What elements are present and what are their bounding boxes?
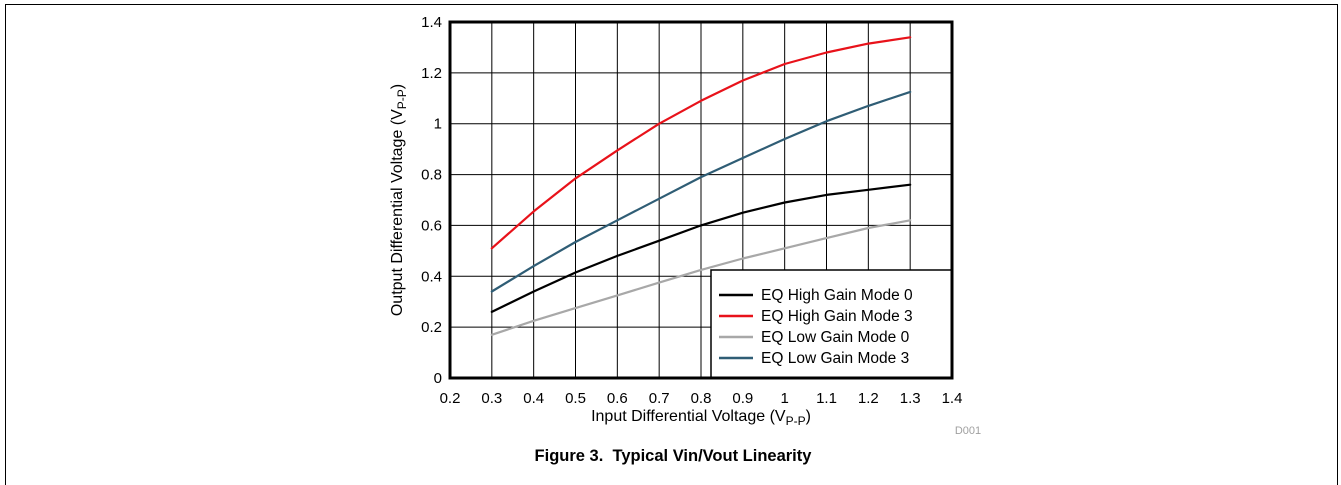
y-tick-label: 0.6 (421, 217, 442, 234)
legend-box (710, 269, 953, 379)
series-line-3 (490, 90, 912, 293)
y-tick-label: 0 (434, 370, 442, 387)
line-chart: 0.2 0.3 0.4 0.5 0.6 0.7 0.8 0.9 1 1.1 1.2 1.3 1.4 0 0.… (389, 14, 981, 465)
x-tick-label: 0.3 (481, 390, 502, 407)
figure-frame (5, 4, 1338, 485)
legend-label: EQ Low Gain Mode 3 (761, 350, 909, 367)
x-axis-label: Input Differential Voltage (VP-P) (591, 408, 811, 428)
x-tick-label: 0.5 (565, 390, 586, 407)
plot-area-border (448, 20, 954, 380)
x-tick-label: 0.8 (691, 390, 712, 407)
series-line-0 (490, 183, 912, 313)
x-tick-label: 0.6 (607, 390, 628, 407)
x-tick-label: 1.1 (816, 390, 837, 407)
y-axis-label-text: Output Differential Voltage (V (389, 109, 406, 316)
legend-label: EQ High Gain Mode 0 (761, 287, 913, 304)
legend-label: EQ High Gain Mode 3 (761, 308, 913, 325)
series-line-2 (490, 219, 912, 336)
x-tick-label: 1.2 (858, 390, 879, 407)
y-tick-label: 0.8 (421, 167, 442, 184)
x-tick-label: 1.3 (900, 390, 921, 407)
y-tick-label: 0.2 (421, 319, 442, 336)
legend: EQ High Gain Mode 0 EQ High Gain Mode 3 EQ… (710, 269, 953, 379)
x-axis-label-close: ) (806, 408, 811, 425)
x-tick-label: 1 (780, 390, 788, 407)
x-axis-label-text: Input Differential Voltage (V (591, 408, 786, 425)
y-tick-label: 1 (434, 116, 442, 133)
y-tick-label: 1.2 (421, 65, 442, 82)
y-axis-label-subscript: P-P (395, 89, 409, 109)
legend-label: EQ Low Gain Mode 0 (761, 329, 910, 346)
figure-code: D001 (955, 425, 981, 437)
x-axis-label-subscript: P-P (786, 414, 806, 428)
x-tick-label: 0.7 (649, 390, 670, 407)
y-axis-label-close: ) (389, 84, 406, 89)
series-line-1 (490, 36, 912, 250)
x-tick-label: 0.9 (732, 390, 753, 407)
y-axis-label: Output Differential Voltage (VP-P) (389, 84, 409, 316)
x-tick-label: 1.4 (942, 390, 963, 407)
y-tick-label: 1.4 (421, 14, 442, 31)
series-layer (490, 36, 912, 336)
x-tick-label: 0.2 (440, 390, 461, 407)
x-tick-label: 0.4 (523, 390, 544, 407)
figure-caption: Figure 3. Typical Vin/Vout Linearity (535, 447, 813, 465)
tick-labels: 0.2 0.3 0.4 0.5 0.6 0.7 0.8 0.9 1 1.1 1.2 1.3 1.4 0 0.… (421, 14, 962, 407)
y-tick-label: 0.4 (421, 268, 442, 285)
